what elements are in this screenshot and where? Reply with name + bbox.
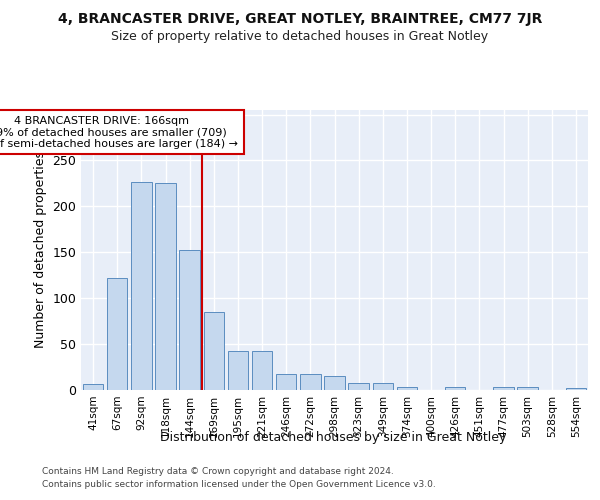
Bar (445, 387, 466, 390)
Bar (107, 278, 127, 390)
Text: Size of property relative to detached houses in Great Notley: Size of property relative to detached ho… (112, 30, 488, 43)
Bar (179, 250, 200, 390)
Bar (493, 387, 514, 390)
Bar (517, 387, 538, 390)
Text: 4 BRANCASTER DRIVE: 166sqm
← 79% of detached houses are smaller (709)
20% of sem: 4 BRANCASTER DRIVE: 166sqm ← 79% of deta… (0, 116, 238, 148)
Text: Contains HM Land Registry data © Crown copyright and database right 2024.: Contains HM Land Registry data © Crown c… (42, 467, 394, 476)
Bar (276, 374, 296, 390)
Bar (131, 182, 152, 390)
Bar (349, 382, 369, 390)
Bar (566, 388, 586, 390)
Text: Contains public sector information licensed under the Open Government Licence v3: Contains public sector information licen… (42, 480, 436, 489)
Bar (300, 374, 320, 390)
Bar (83, 384, 103, 390)
Bar (155, 184, 176, 390)
Bar (397, 387, 417, 390)
Bar (227, 352, 248, 390)
Text: Distribution of detached houses by size in Great Notley: Distribution of detached houses by size … (160, 431, 506, 444)
Bar (203, 312, 224, 390)
Bar (252, 352, 272, 390)
Y-axis label: Number of detached properties: Number of detached properties (34, 152, 47, 348)
Text: 4, BRANCASTER DRIVE, GREAT NOTLEY, BRAINTREE, CM77 7JR: 4, BRANCASTER DRIVE, GREAT NOTLEY, BRAIN… (58, 12, 542, 26)
Bar (324, 376, 345, 390)
Bar (373, 382, 393, 390)
